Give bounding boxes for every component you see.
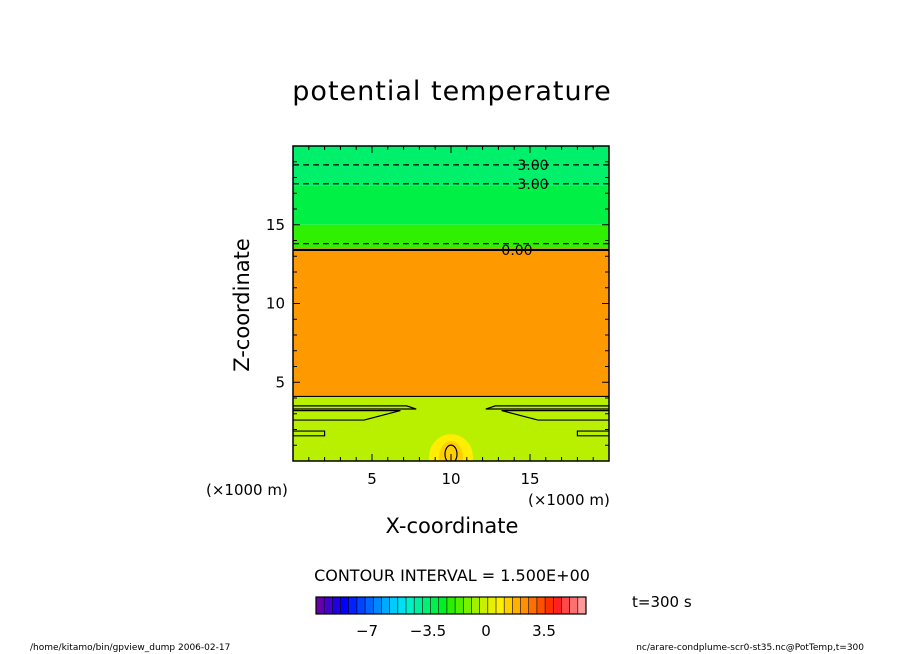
footer-left: /home/kitamo/bin/gpview_dump 2006-02-17 — [30, 643, 230, 653]
contour-left-2 — [293, 430, 326, 437]
colorbar-cell — [340, 597, 350, 614]
colorbar-cell — [512, 597, 522, 614]
colorbar-cell — [389, 597, 399, 614]
colorbar-cell — [324, 597, 333, 614]
contour-label: 0.00 — [501, 243, 532, 259]
colorbar-cell — [471, 597, 481, 614]
time-label: t=300 s — [632, 593, 692, 611]
colorbar-cell — [479, 597, 489, 614]
y-tick-label: 15 — [266, 216, 285, 234]
contour-right-1 — [501, 410, 609, 421]
y-tick-label: 5 — [275, 373, 285, 391]
contour-label: 3.00 — [517, 177, 548, 193]
contour-left-0 — [293, 405, 417, 410]
colorbar-cell — [356, 597, 366, 614]
colorbar-cell — [455, 597, 464, 614]
contour-right-2 — [576, 430, 609, 437]
colorbar-cell — [496, 597, 505, 614]
colorbar-cell — [561, 597, 571, 614]
contour-left-1 — [293, 410, 401, 421]
colorbar-cell — [438, 597, 448, 614]
y-unit-label: (×1000 m) — [206, 481, 288, 499]
colorbar-cell — [332, 597, 342, 614]
colorbar-cell — [414, 597, 423, 614]
footer-right: nc/arare-condplume-scr0-st35.nc@PotTemp,… — [636, 643, 864, 653]
x-tick-label: 10 — [441, 470, 460, 488]
colorbar-cell — [520, 597, 530, 614]
colorbar-cell — [406, 597, 415, 614]
x-unit-label: (×1000 m) — [528, 491, 610, 509]
contour-label: 3.00 — [517, 158, 548, 174]
colorbar-cell — [446, 597, 456, 614]
colorbar-cell — [528, 597, 538, 614]
colorbar-cell — [553, 597, 562, 614]
colorbar-cell — [569, 597, 579, 614]
colorbar-cell — [348, 597, 358, 614]
colorbar-cell — [381, 597, 391, 614]
colorbar-cell — [316, 597, 325, 614]
colorbar-cell — [545, 597, 554, 614]
layer-3 — [293, 248, 609, 397]
colorbar-cell — [373, 597, 382, 614]
colorbar-frame — [315, 596, 587, 615]
colorbar-tick-label: 3.5 — [532, 622, 556, 640]
contour-interval-text: CONTOUR INTERVAL = 1.500E+00 — [314, 566, 590, 585]
y-axis-label: Z-coordinate — [230, 238, 254, 372]
colorbar-cell — [422, 597, 432, 614]
colorbar-cell — [536, 597, 546, 614]
colorbar-tick-label: −3.5 — [410, 622, 446, 640]
colorbar-tick-label: −7 — [356, 622, 378, 640]
layer-2 — [293, 224, 609, 249]
colorbar-cell — [430, 597, 440, 614]
axes: 5 10 15 5 10 15 — [266, 145, 610, 488]
x-tick-label: 5 — [367, 470, 377, 488]
colorbar-cell — [487, 597, 497, 614]
colorbar-cell — [397, 597, 407, 614]
colorbar-cell — [463, 597, 472, 614]
layer-1 — [293, 185, 609, 225]
x-axis-label: X-coordinate — [386, 514, 519, 538]
y-tick-label: 10 — [266, 295, 285, 313]
bubble-contour — [444, 444, 458, 461]
contour-right-0 — [485, 405, 609, 410]
colorbar-cell — [365, 597, 374, 614]
x-tick-label: 15 — [520, 470, 539, 488]
colorbar-cell — [504, 597, 513, 614]
colorbar-cell — [577, 597, 587, 614]
colorbar-tick-label: 0 — [481, 622, 491, 640]
chart-title: potential temperature — [292, 76, 612, 107]
plot-area: 3.00 3.00 0.00 — [293, 146, 609, 461]
colorbar: −7 −3.5 0 3.5 — [315, 596, 587, 640]
